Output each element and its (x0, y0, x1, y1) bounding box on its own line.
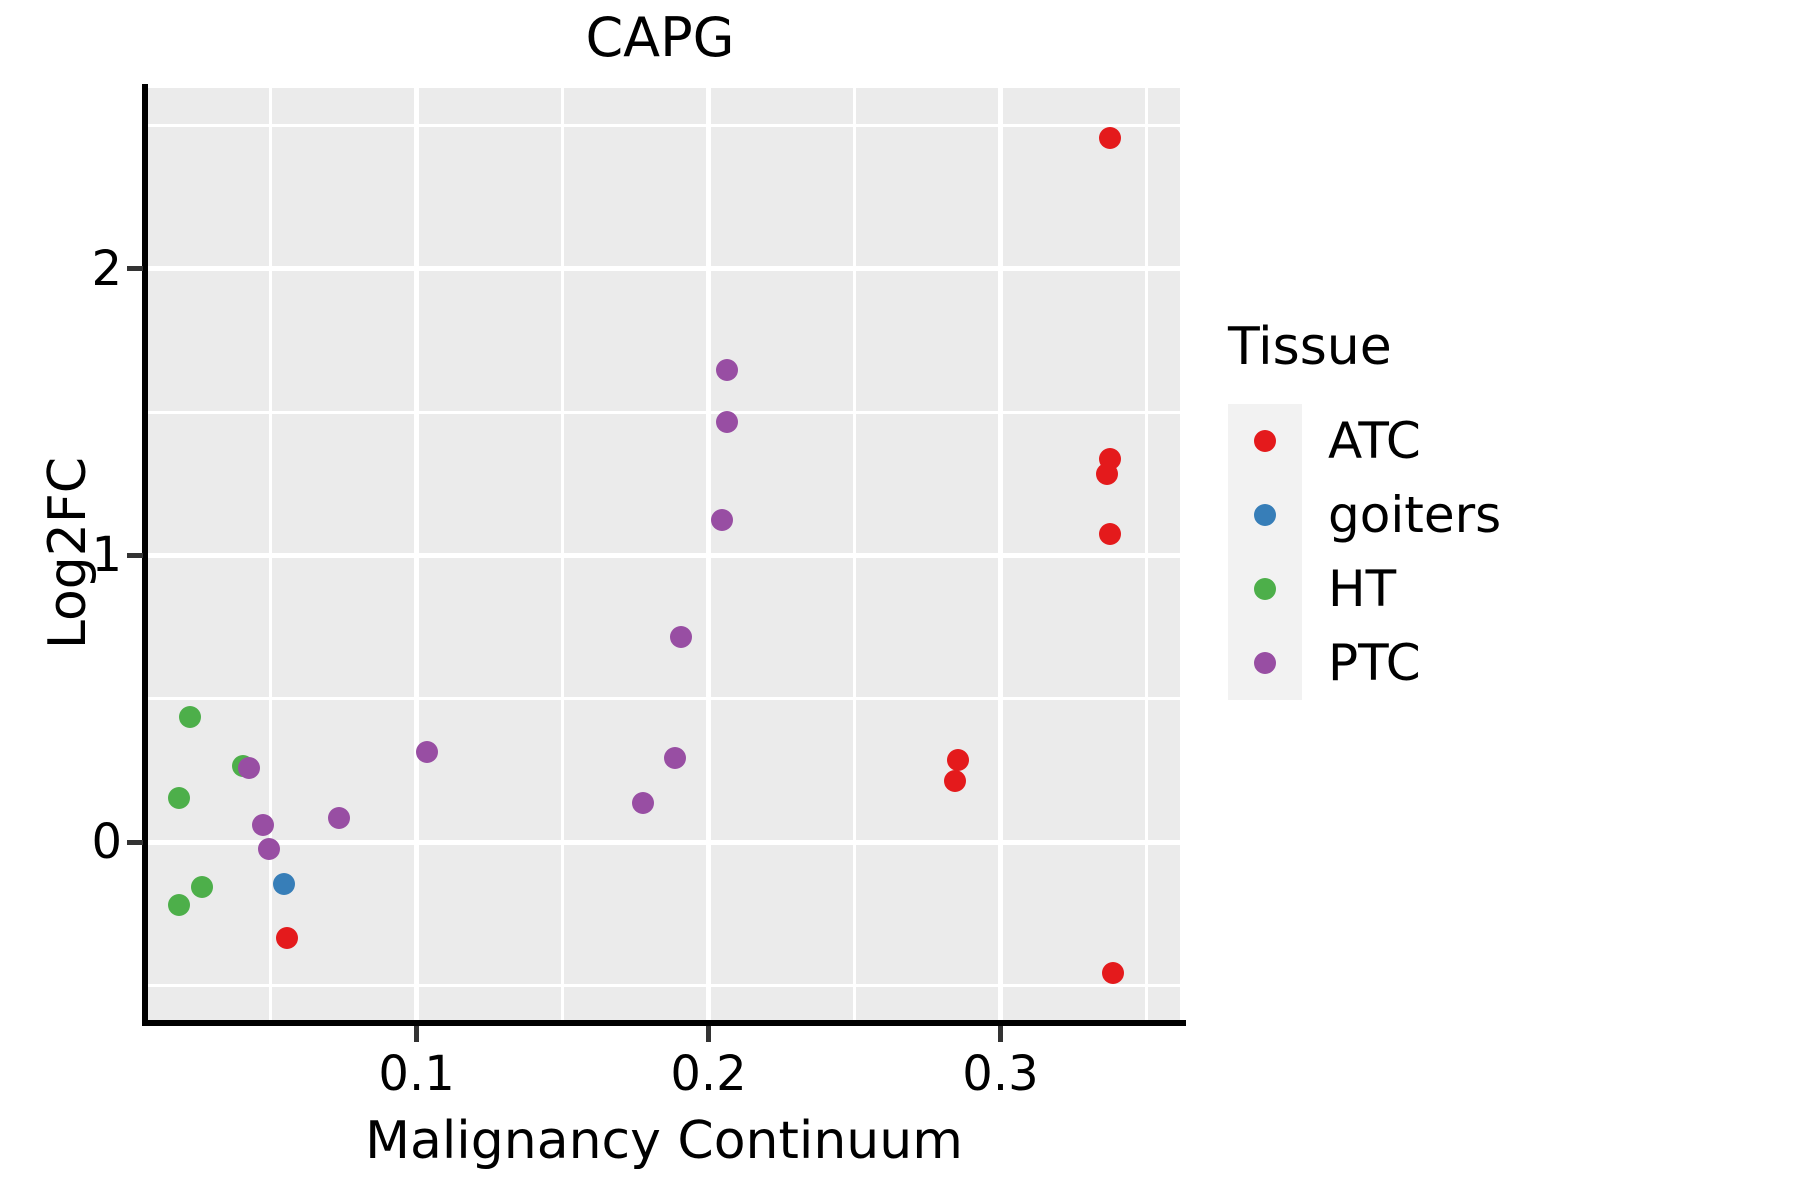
data-point-ptc (710, 508, 733, 531)
data-point-ptc (252, 813, 275, 836)
y-axis-tick-label: 0 (91, 814, 122, 871)
y-axis-tick-label: 2 (91, 240, 122, 297)
gridline-vertical-major (706, 88, 712, 1020)
y-axis-title: Log2FC (38, 456, 98, 650)
data-point-atc (1096, 462, 1118, 485)
x-axis-tick-label: 0.1 (378, 1046, 455, 1102)
y-axis-tick-label: 1 (91, 527, 122, 584)
x-axis-tick (414, 1026, 420, 1042)
legend-dot-icon (1254, 578, 1276, 600)
data-point-ptc (415, 740, 438, 763)
data-point-ptc (258, 838, 281, 861)
data-point-ptc (663, 746, 686, 769)
x-axis-tick (997, 1026, 1003, 1042)
gridline-vertical-minor (852, 88, 856, 1020)
data-point-ptc (237, 756, 260, 779)
gridline-horizontal-minor (148, 123, 1180, 127)
y-axis-line (142, 84, 148, 1024)
data-point-atc (1098, 127, 1121, 150)
data-point-goiters (272, 872, 295, 895)
data-point-ht (167, 894, 190, 917)
data-point-ht (167, 786, 190, 809)
data-point-ht (191, 875, 213, 898)
legend-key-swatch (1228, 626, 1302, 700)
data-point-atc (947, 749, 970, 772)
data-point-ptc (631, 792, 654, 815)
y-axis-tick (127, 839, 143, 845)
data-point-atc (1101, 961, 1124, 984)
y-axis-tick (127, 266, 143, 272)
x-axis-title: Malignancy Continuum (365, 1111, 963, 1171)
gridline-vertical-major (997, 88, 1003, 1020)
legend-key-swatch (1228, 552, 1302, 626)
legend-item-label: goiters (1328, 486, 1502, 544)
data-point-ptc (669, 626, 692, 649)
legend-item-ht[interactable]: HT (1228, 552, 1648, 626)
gridline-horizontal-major (148, 839, 1180, 845)
legend-dot-icon (1254, 652, 1276, 674)
y-axis-tick (127, 552, 143, 558)
gridline-horizontal-minor (148, 410, 1180, 414)
x-axis-tick-label: 0.3 (962, 1046, 1039, 1102)
legend-title: Tissue (1228, 317, 1392, 377)
legend-item-label: PTC (1328, 634, 1421, 692)
gridline-horizontal-minor (148, 984, 1180, 988)
data-point-ptc (328, 806, 351, 829)
legend-item-atc[interactable]: ATC (1228, 404, 1648, 478)
gridline-vertical-minor (1144, 88, 1148, 1020)
legend-dot-icon (1254, 504, 1276, 526)
gridline-horizontal-minor (148, 697, 1180, 701)
data-point-atc (1098, 522, 1121, 545)
legend-item-goiters[interactable]: goiters (1228, 478, 1648, 552)
gridline-vertical-major (414, 88, 420, 1020)
data-point-atc (275, 927, 298, 950)
data-point-ptc (716, 411, 739, 434)
x-axis-tick (706, 1026, 712, 1042)
data-point-ht (179, 706, 202, 729)
legend-items: ATC goiters HT PTC (1228, 404, 1648, 700)
plot-panel (148, 88, 1180, 1020)
x-axis-tick-label: 0.2 (670, 1046, 747, 1102)
gridline-horizontal-major (148, 552, 1180, 558)
gridline-horizontal-major (148, 266, 1180, 272)
legend-item-label: HT (1328, 560, 1397, 618)
gridline-vertical-minor (269, 88, 273, 1020)
legend-key-swatch (1228, 478, 1302, 552)
x-axis-line (142, 1020, 1186, 1026)
legend-item-label: ATC (1328, 412, 1421, 470)
legend-key-swatch (1228, 404, 1302, 478)
data-point-atc (944, 769, 967, 792)
legend-item-ptc[interactable]: PTC (1228, 626, 1648, 700)
page-title: CAPG (585, 6, 735, 69)
data-point-ptc (716, 359, 739, 382)
gridline-vertical-minor (561, 88, 565, 1020)
legend: Tissue ATC goiters HT PTC (1228, 318, 1648, 700)
legend-dot-icon (1254, 430, 1276, 452)
